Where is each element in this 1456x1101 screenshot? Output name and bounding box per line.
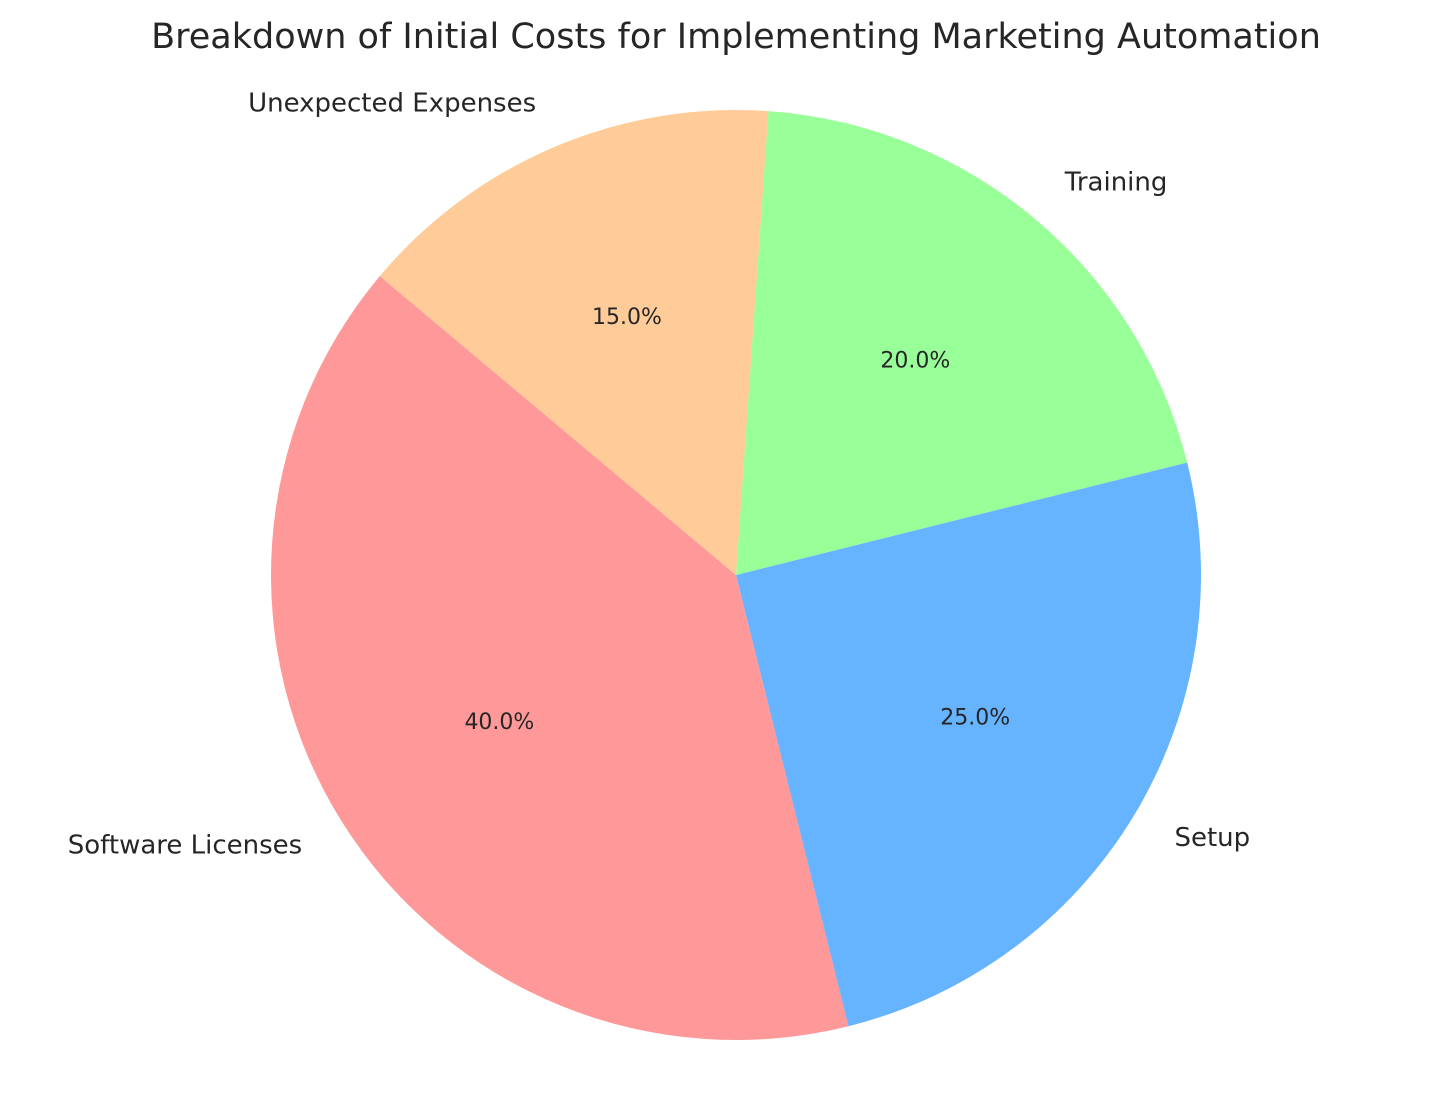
value-label: 15.0% (592, 305, 662, 330)
pie-slice (736, 462, 1201, 1027)
pie-slice (379, 109, 769, 575)
value-label: 20.0% (880, 348, 950, 373)
pie-slice (736, 111, 1188, 575)
slice-label: Training (1064, 168, 1168, 198)
value-label: 40.0% (464, 710, 534, 735)
slice-label: Software Licenses (68, 831, 302, 861)
slice-label: Setup (1174, 823, 1250, 853)
pie-slice (270, 276, 849, 1040)
slice-label: Unexpected Expenses (248, 89, 536, 119)
chart-title: Breakdown of Initial Costs for Implement… (151, 17, 1321, 57)
value-label: 25.0% (940, 706, 1010, 731)
